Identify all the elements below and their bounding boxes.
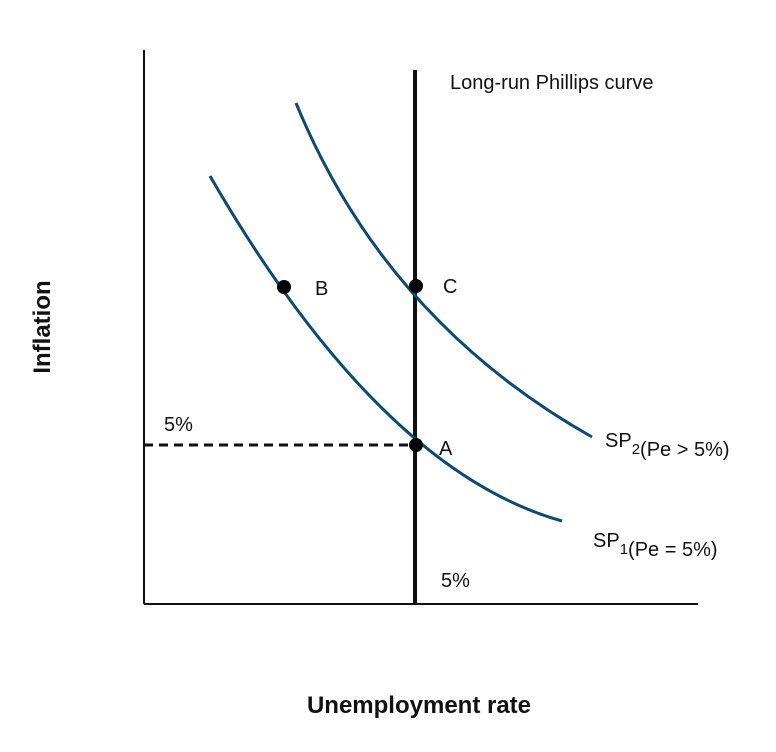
sp1-name: SP [593,530,620,552]
inflation-level-label: 5% [164,414,193,436]
sp2-subscript: 2 [632,441,640,458]
sp1-subscript: 1 [620,541,628,558]
point-a-label: A [439,438,453,460]
sp2-curve [294,102,593,439]
sp2-label: SP2(Pe > 5%) [605,430,730,461]
point-a-marker [409,438,423,452]
point-b-marker [277,280,291,294]
sp1-condition: (Pe = 5%) [628,539,717,561]
point-c-marker [409,279,423,293]
point-b-label: B [315,278,328,300]
unemployment-level-label: 5% [441,570,470,592]
lrpc-label: Long-run Phillips curve [450,72,653,94]
sp2-condition: (Pe > 5%) [640,439,729,461]
y-axis-title: Inflation [29,280,56,373]
sp2-name: SP [605,430,632,452]
sp1-curve [208,175,563,523]
point-c-label: C [443,276,457,298]
x-axis-title: Unemployment rate [307,692,531,719]
sp1-label: SP1(Pe = 5%) [593,530,718,561]
